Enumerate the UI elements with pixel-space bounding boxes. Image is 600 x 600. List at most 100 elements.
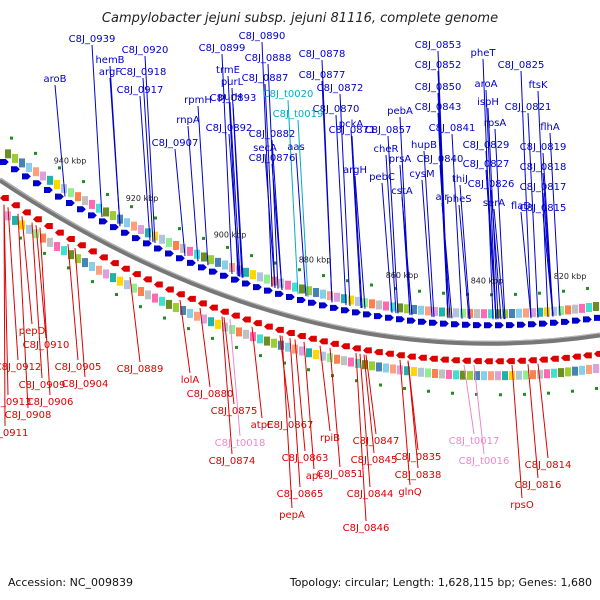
forward-gene-label[interactable]: flaD xyxy=(511,201,531,212)
reverse-gene-label[interactable]: C8J_0865 xyxy=(277,489,324,500)
forward-gene-label[interactable]: rpmH xyxy=(184,95,212,106)
reverse-gene-label[interactable]: C8J_0874 xyxy=(209,456,256,467)
reverse-gene-label[interactable]: pepA xyxy=(279,510,305,521)
forward-gene-label[interactable]: argF xyxy=(99,67,121,78)
forward-gene-label[interactable]: C8J_0917 xyxy=(117,85,164,96)
reverse-gene-label[interactable]: C8J_0911 xyxy=(0,428,28,439)
reverse-gene-label[interactable]: C8J_0846 xyxy=(343,523,390,534)
forward-gene-label[interactable]: C8J_0843 xyxy=(415,102,462,113)
forward-gene-label[interactable]: thiJ xyxy=(452,174,468,185)
forward-gene-label[interactable]: C8J_0826 xyxy=(468,179,515,190)
forward-gene-label[interactable]: purL xyxy=(221,77,244,88)
forward-gene-label[interactable]: C8J_0841 xyxy=(429,123,476,134)
forward-gene-label[interactable]: cysM xyxy=(409,169,434,180)
reverse-gene-label[interactable]: C8J_0814 xyxy=(525,460,572,471)
forward-gene-label[interactable]: C8J_0853 xyxy=(415,40,462,51)
reverse-gene-label[interactable]: C8J_0880 xyxy=(187,389,234,400)
reverse-gene-label[interactable]: C8J_0835 xyxy=(395,452,442,463)
forward-gene-label[interactable]: aroB xyxy=(44,74,67,85)
forward-gene-label[interactable]: C8J_0871 xyxy=(329,125,376,136)
forward-gene-label[interactable]: aroA xyxy=(475,79,498,90)
reverse-trna-label[interactable]: C8J_t0018 xyxy=(215,438,266,449)
reverse-gene-label[interactable]: C8J_0875 xyxy=(211,406,258,417)
forward-gene-label[interactable]: C8J_0815 xyxy=(520,203,567,214)
forward-gene-label[interactable]: C8J_0892 xyxy=(206,123,253,134)
forward-gene-label[interactable]: C8J_0818 xyxy=(520,162,567,173)
forward-trna-label[interactable]: C8J_t0019 xyxy=(273,109,324,120)
forward-gene-label[interactable]: aas xyxy=(287,142,304,153)
forward-gene-label[interactable]: hupB xyxy=(411,140,437,151)
forward-gene-label[interactable]: C8J_0907 xyxy=(152,138,199,149)
forward-gene-label[interactable]: pheT xyxy=(471,48,497,59)
forward-gene-label[interactable]: C8J_0852 xyxy=(415,60,462,71)
forward-gene-label[interactable]: flhA xyxy=(540,122,560,133)
reverse-gene-label[interactable]: C8J_0913 xyxy=(0,397,31,408)
forward-gene-label[interactable]: ftsK xyxy=(528,80,547,91)
reverse-gene-label[interactable]: C8J_0910 xyxy=(23,340,70,351)
forward-gene-label[interactable]: C8J_0939 xyxy=(69,34,116,45)
reverse-gene-label[interactable]: C8J_0867 xyxy=(267,420,314,431)
forward-gene-label[interactable]: pckA xyxy=(339,119,364,130)
reverse-gene-label[interactable]: C8J_0847 xyxy=(353,436,400,447)
reverse-gene-label[interactable]: lolA xyxy=(181,375,200,386)
reverse-gene-label[interactable]: glnQ xyxy=(398,487,421,498)
forward-gene-label[interactable]: C8J_0850 xyxy=(415,82,462,93)
forward-gene-label[interactable]: C8J_0857 xyxy=(365,125,412,136)
forward-gene-label[interactable]: C8J_0899 xyxy=(199,43,246,54)
reverse-gene-label[interactable]: C8J_0912 xyxy=(0,362,41,373)
reverse-gene-label[interactable]: C8J_0905 xyxy=(55,362,102,373)
reverse-gene-label[interactable]: C8J_0844 xyxy=(347,489,394,500)
reverse-gene-label[interactable]: rpiB xyxy=(320,433,340,444)
forward-gene-label[interactable]: C8J_0893 xyxy=(210,93,257,104)
reverse-gene-label[interactable]: C8J_0863 xyxy=(282,453,329,464)
reverse-gene-label[interactable]: C8J_0889 xyxy=(117,364,164,375)
forward-gene-label[interactable]: C8J_0827 xyxy=(463,159,510,170)
forward-gene-label[interactable]: C8J_0829 xyxy=(463,140,510,151)
reverse-gene-label[interactable]: C8J_0908 xyxy=(5,410,52,421)
forward-gene-label[interactable]: C8J_0890 xyxy=(239,31,286,42)
forward-gene-label[interactable]: cstA xyxy=(391,186,413,197)
forward-gene-label[interactable]: secA xyxy=(253,143,277,154)
forward-gene-label[interactable]: C8J_0817 xyxy=(520,182,567,193)
forward-gene-label[interactable]: C8J_0821 xyxy=(505,102,552,113)
forward-gene-label[interactable]: C8J_0878 xyxy=(299,49,346,60)
forward-trna-label[interactable]: C8J_t0020 xyxy=(263,89,314,100)
forward-gene-label[interactable]: C8J_0918 xyxy=(120,67,167,78)
reverse-trna-label[interactable]: C8J_t0016 xyxy=(459,456,510,467)
reverse-gene-label[interactable]: C8J_0838 xyxy=(395,470,442,481)
forward-gene-label[interactable]: C8J_0877 xyxy=(299,70,346,81)
reverse-gene-label[interactable]: C8J_0816 xyxy=(515,480,562,491)
forward-gene-label[interactable]: cheR xyxy=(374,144,399,155)
reverse-gene-label[interactable]: apt xyxy=(306,471,322,482)
forward-gene-label[interactable]: purH xyxy=(218,92,242,103)
forward-gene-label[interactable]: serA xyxy=(483,198,505,209)
reverse-gene-label[interactable]: C8J_0904 xyxy=(62,379,109,390)
forward-gene-label[interactable]: trmE xyxy=(216,65,240,76)
forward-gene-label[interactable]: rnpA xyxy=(176,115,200,126)
forward-gene-label[interactable]: C8J_0888 xyxy=(245,53,292,64)
forward-gene-label[interactable]: argH xyxy=(343,165,367,176)
forward-gene-label[interactable]: pebA xyxy=(387,106,413,117)
forward-gene-label[interactable]: C8J_0870 xyxy=(313,104,360,115)
forward-gene-label[interactable]: alr xyxy=(435,192,449,203)
reverse-gene-label[interactable]: C8J_0906 xyxy=(27,397,74,408)
reverse-gene-label[interactable]: C8J_0851 xyxy=(317,469,364,480)
forward-gene-label[interactable]: hemB xyxy=(95,55,124,66)
forward-gene-label[interactable]: pebC xyxy=(369,172,395,183)
forward-gene-label[interactable]: C8J_0876 xyxy=(249,153,296,164)
reverse-gene-label[interactable]: C8J_0909 xyxy=(19,380,66,391)
forward-gene-label[interactable]: ispH xyxy=(477,97,499,108)
forward-gene-label[interactable]: C8J_0840 xyxy=(417,154,464,165)
forward-gene-label[interactable]: prsA xyxy=(389,154,412,165)
reverse-gene-label[interactable]: atpE xyxy=(251,420,274,431)
forward-gene-label[interactable]: C8J_0882 xyxy=(249,129,296,140)
reverse-trna-label[interactable]: C8J_t0017 xyxy=(449,436,500,447)
reverse-gene-label[interactable]: pepD xyxy=(19,326,46,337)
reverse-gene-label[interactable]: C8J_0845 xyxy=(351,455,398,466)
forward-gene-label[interactable]: C8J_0872 xyxy=(317,83,364,94)
forward-gene-label[interactable]: C8J_0920 xyxy=(122,45,169,56)
forward-gene-label[interactable]: C8J_0825 xyxy=(498,60,545,71)
forward-gene-label[interactable]: pheS xyxy=(446,194,471,205)
forward-gene-label[interactable]: C8J_0819 xyxy=(520,142,567,153)
forward-gene-label[interactable]: C8J_0887 xyxy=(242,73,289,84)
